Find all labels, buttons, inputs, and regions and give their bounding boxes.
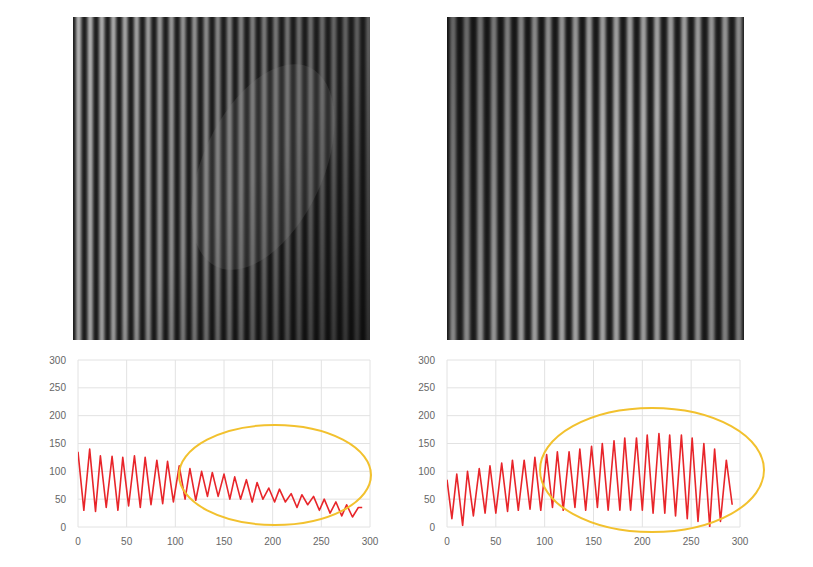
x-tick-label: 50 [121,536,133,547]
x-tick-label: 300 [732,536,749,547]
y-tick-label: 250 [49,382,66,393]
y-tick-label: 0 [429,522,435,533]
image-shading [447,17,744,340]
y-tick-label: 300 [49,355,66,366]
x-tick-label: 100 [167,536,184,547]
x-tick-label: 250 [683,536,700,547]
grid-line [272,360,273,527]
x-tick-label: 300 [362,536,379,547]
x-tick-label: 0 [75,536,81,547]
y-tick-label: 150 [49,438,66,449]
highlight-ellipse [179,425,371,525]
plot-area [78,449,362,517]
data-line [447,433,732,527]
image-background [447,17,744,340]
y-tick-label: 100 [49,466,66,477]
image-glow [162,42,364,292]
y-tick-label: 250 [418,382,435,393]
grid-line [370,360,371,527]
grid-line [224,360,225,527]
fringe-image [73,17,370,340]
grid-line [593,360,594,527]
grid-line [78,360,79,527]
x-tick-label: 100 [536,536,553,547]
y-tick-label: 150 [418,438,435,449]
data-line [78,449,362,517]
grid-line [740,360,741,527]
x-tick-label: 150 [216,536,233,547]
figure: 0 50 100 150 200 250 300 0 50 100 150 200 250 300 0 50 1… [0,0,813,567]
plot-area [447,433,732,527]
y-tick-label: 50 [424,494,436,505]
y-tick-label: 200 [49,410,66,421]
x-tick-label: 250 [313,536,330,547]
y-tick-label: 0 [60,522,66,533]
image-shading [73,17,370,340]
fringe-image [447,17,744,340]
line-chart: 0 50 100 150 200 250 300 0 50 100 150 200 250 300 [49,355,378,548]
grid-line [544,360,545,527]
grid-line [495,360,496,527]
x-tick-label: 200 [264,536,281,547]
highlight-ellipse [540,408,764,532]
grid-line [447,360,448,527]
y-tick-label: 100 [418,466,435,477]
image-background [73,17,370,340]
grid-line [321,360,322,527]
line-chart: 0 50 100 150 200 250 300 0 50 100 150 200 250 300 [418,355,764,548]
y-tick-label: 50 [55,494,67,505]
grid-line [126,360,127,527]
y-tick-label: 200 [418,410,435,421]
x-tick-label: 50 [490,536,502,547]
x-tick-label: 0 [444,536,450,547]
y-tick-label: 300 [418,355,435,366]
x-tick-label: 200 [634,536,651,547]
grid-line [175,360,176,527]
x-tick-label: 150 [585,536,602,547]
